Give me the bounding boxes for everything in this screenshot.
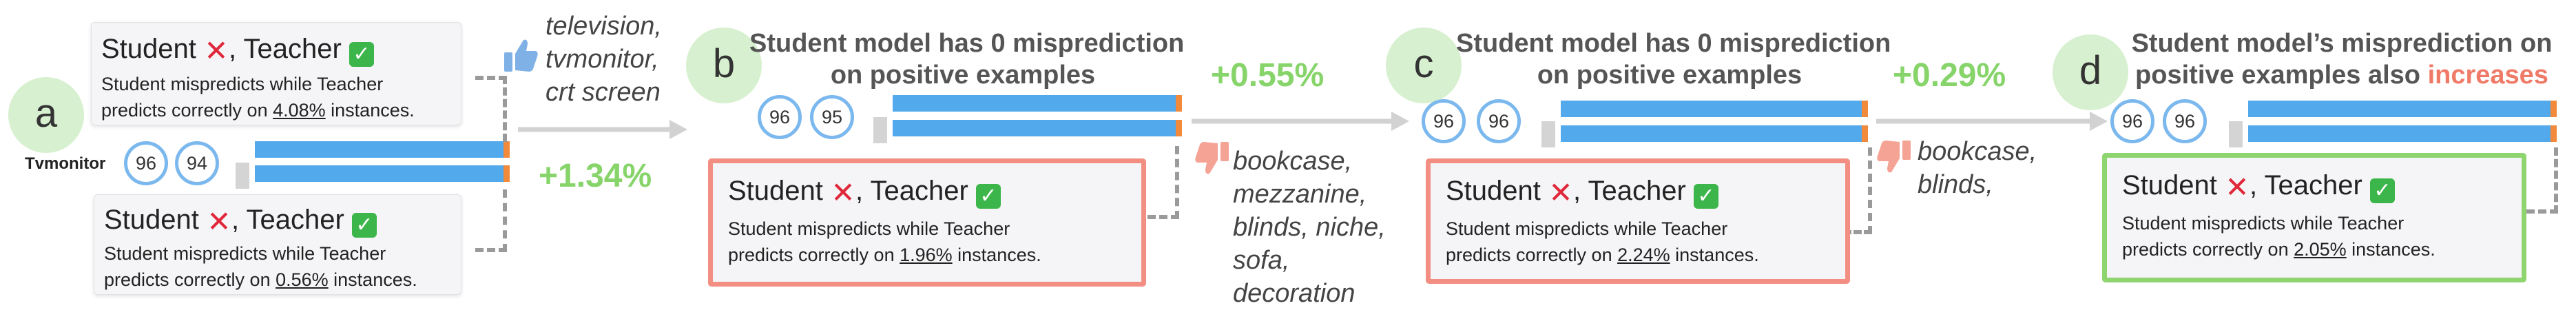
check-icon: ✓ [349, 42, 374, 67]
score-ring-teacher: 96 [2163, 99, 2207, 143]
thumbs-up-icon [504, 39, 538, 72]
thumbs-down-icon [1195, 142, 1229, 174]
connector-a-bottom [475, 189, 507, 252]
bar-stub [236, 163, 249, 189]
cross-icon: ✕ [204, 34, 229, 67]
check-icon: ✓ [2369, 178, 2395, 203]
check-icon: ✓ [975, 184, 1001, 209]
box-line1: Student mispredicts while Teacher [728, 218, 1010, 239]
cross-icon: ✕ [207, 205, 231, 238]
connector-b [1147, 146, 1179, 219]
box-line1: Student mispredicts while Teacher [104, 243, 386, 264]
box-line2: predicts correctly on 0.56% instances. [104, 269, 417, 290]
bar-top [1561, 101, 1868, 117]
bar-top [2248, 101, 2557, 117]
gain-ab: +1.34% [539, 158, 652, 194]
arrow-ab-icon [518, 120, 687, 139]
transition-bc-words: bookcase, mezzanine, blinds, niche, sofa… [1233, 147, 1386, 308]
box-line1: Student mispredicts while Teacher [1446, 218, 1728, 239]
score-ring-teacher: 94 [175, 141, 219, 185]
arrow-cd-icon [1876, 112, 2108, 131]
bar-top [255, 141, 510, 158]
score-ring-student: 96 [1422, 99, 1466, 143]
box-line1: Student mispredicts while Teacher [101, 74, 384, 94]
score-ring-student: 96 [124, 141, 168, 185]
panel-c-title: Student model has 0 misprediction on pos… [1456, 29, 1891, 90]
panel-a-badge: a [8, 77, 84, 153]
score-ring-student: 96 [758, 95, 802, 139]
cross-icon: ✕ [2225, 171, 2250, 203]
arrow-bc-icon [1192, 112, 1409, 131]
connector-a-top [475, 76, 507, 142]
panel-d-title: Student model’s misprediction on positiv… [2131, 29, 2553, 90]
box-line2: predicts correctly on 1.96% instances. [728, 245, 1041, 265]
score-ring-teacher: 96 [1477, 99, 1521, 143]
cross-icon: ✕ [831, 176, 855, 209]
box-line2: predicts correctly on 2.24% instances. [1446, 245, 1759, 265]
increases-highlight: increases [2427, 61, 2548, 90]
bar-stub [1541, 121, 1555, 147]
cross-icon: ✕ [1548, 176, 1573, 209]
check-icon: ✓ [1693, 184, 1718, 209]
box-heading: Student ✕, Teacher ✓ [728, 176, 1126, 209]
bar-stub [2229, 121, 2243, 147]
bar-top [893, 95, 1182, 112]
box-heading: Student ✕, Teacher ✓ [104, 205, 451, 238]
bar-bottom [255, 165, 510, 182]
panel-a-bottom-box: Student ✕, Teacher ✓ Student mispredicts… [94, 194, 461, 295]
connector-c [1843, 147, 1872, 234]
panel-c-box: Student ✕, Teacher ✓ Student mispredicts… [1426, 158, 1850, 284]
gain-bc: +0.55% [1211, 57, 1325, 94]
bar-bottom [2248, 125, 2557, 142]
connector-d [2526, 147, 2558, 214]
bar-stub [873, 117, 887, 143]
box-line1: Student mispredicts while Teacher [2122, 213, 2404, 234]
score-ring-teacher: 95 [810, 95, 854, 139]
score-ring-student: 96 [2110, 99, 2154, 143]
check-icon: ✓ [351, 213, 377, 238]
thumbs-down-icon [1877, 141, 1911, 173]
transition-cd-words: bookcase, blinds, [1918, 137, 2037, 199]
bar-bottom [893, 120, 1182, 136]
box-heading: Student ✕, Teacher ✓ [2122, 170, 2506, 203]
box-heading: Student ✕, Teacher ✓ [1446, 176, 1830, 209]
panel-a-top-box: Student ✕, Teacher ✓ Student mispredicts… [91, 22, 461, 125]
panel-b-box: Student ✕, Teacher ✓ Student mispredicts… [708, 158, 1146, 287]
class-label: Tvmonitor [25, 154, 106, 173]
panel-c-badge: c [1386, 28, 1462, 103]
panel-b-title: Student model has 0 misprediction on pos… [749, 29, 1185, 90]
box-heading: Student ✕, Teacher ✓ [101, 34, 451, 67]
gain-cd: +0.29% [1893, 57, 2006, 94]
box-line2: predicts correctly on 2.05% instances. [2122, 239, 2435, 260]
panel-d-box: Student ✕, Teacher ✓ Student mispredicts… [2102, 153, 2526, 282]
bar-bottom [1561, 125, 1868, 142]
transition-ab-words: television, tvmonitor, crt screen [546, 12, 662, 107]
panel-b-badge: b [686, 28, 762, 103]
box-line2: predicts correctly on 4.08% instances. [101, 100, 415, 121]
panel-d-badge: d [2053, 34, 2128, 110]
